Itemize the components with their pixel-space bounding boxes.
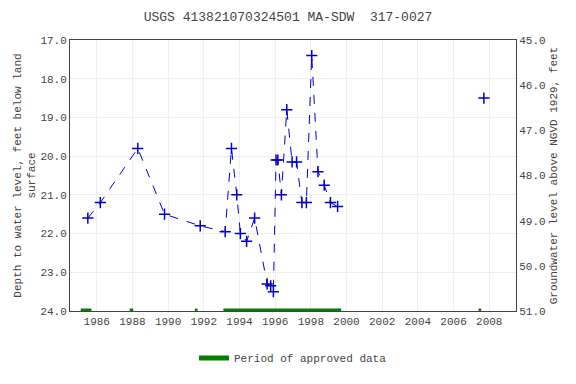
svg-text:49.0: 49.0 bbox=[519, 216, 545, 228]
svg-text:1992: 1992 bbox=[191, 316, 217, 328]
svg-text:51.0: 51.0 bbox=[519, 306, 545, 318]
svg-text:2006: 2006 bbox=[440, 316, 466, 328]
svg-text:Groundwater level above NGVD 1: Groundwater level above NGVD 1929, feet bbox=[548, 47, 560, 304]
svg-text:1998: 1998 bbox=[298, 316, 324, 328]
svg-text:USGS 413821070324501 MA-SDW 3: USGS 413821070324501 MA-SDW 317-0027 bbox=[144, 10, 433, 25]
svg-text:1986: 1986 bbox=[84, 316, 110, 328]
svg-text:2002: 2002 bbox=[369, 316, 395, 328]
svg-text:1994: 1994 bbox=[226, 316, 253, 328]
svg-text:2008: 2008 bbox=[476, 316, 502, 328]
svg-text:50.0: 50.0 bbox=[519, 261, 545, 273]
svg-text:46.0: 46.0 bbox=[519, 80, 545, 92]
svg-text:Depth to water level, feet bel: Depth to water level, feet below landsur… bbox=[12, 53, 38, 297]
svg-text:21.0: 21.0 bbox=[40, 190, 66, 202]
svg-text:20.0: 20.0 bbox=[40, 151, 66, 163]
svg-text:24.0: 24.0 bbox=[40, 306, 66, 318]
svg-text:Period of approved data: Period of approved data bbox=[234, 353, 386, 365]
svg-text:23.0: 23.0 bbox=[40, 267, 66, 279]
svg-text:2000: 2000 bbox=[333, 316, 359, 328]
svg-text:17.0: 17.0 bbox=[40, 35, 66, 47]
svg-text:2004: 2004 bbox=[405, 316, 432, 328]
svg-text:1990: 1990 bbox=[155, 316, 181, 328]
svg-text:1988: 1988 bbox=[119, 316, 145, 328]
svg-text:22.0: 22.0 bbox=[40, 228, 66, 240]
svg-text:48.0: 48.0 bbox=[519, 170, 545, 182]
svg-text:1996: 1996 bbox=[262, 316, 288, 328]
svg-text:47.0: 47.0 bbox=[519, 125, 545, 137]
svg-text:18.0: 18.0 bbox=[40, 74, 66, 86]
svg-text:19.0: 19.0 bbox=[40, 112, 66, 124]
svg-text:45.0: 45.0 bbox=[519, 35, 545, 47]
